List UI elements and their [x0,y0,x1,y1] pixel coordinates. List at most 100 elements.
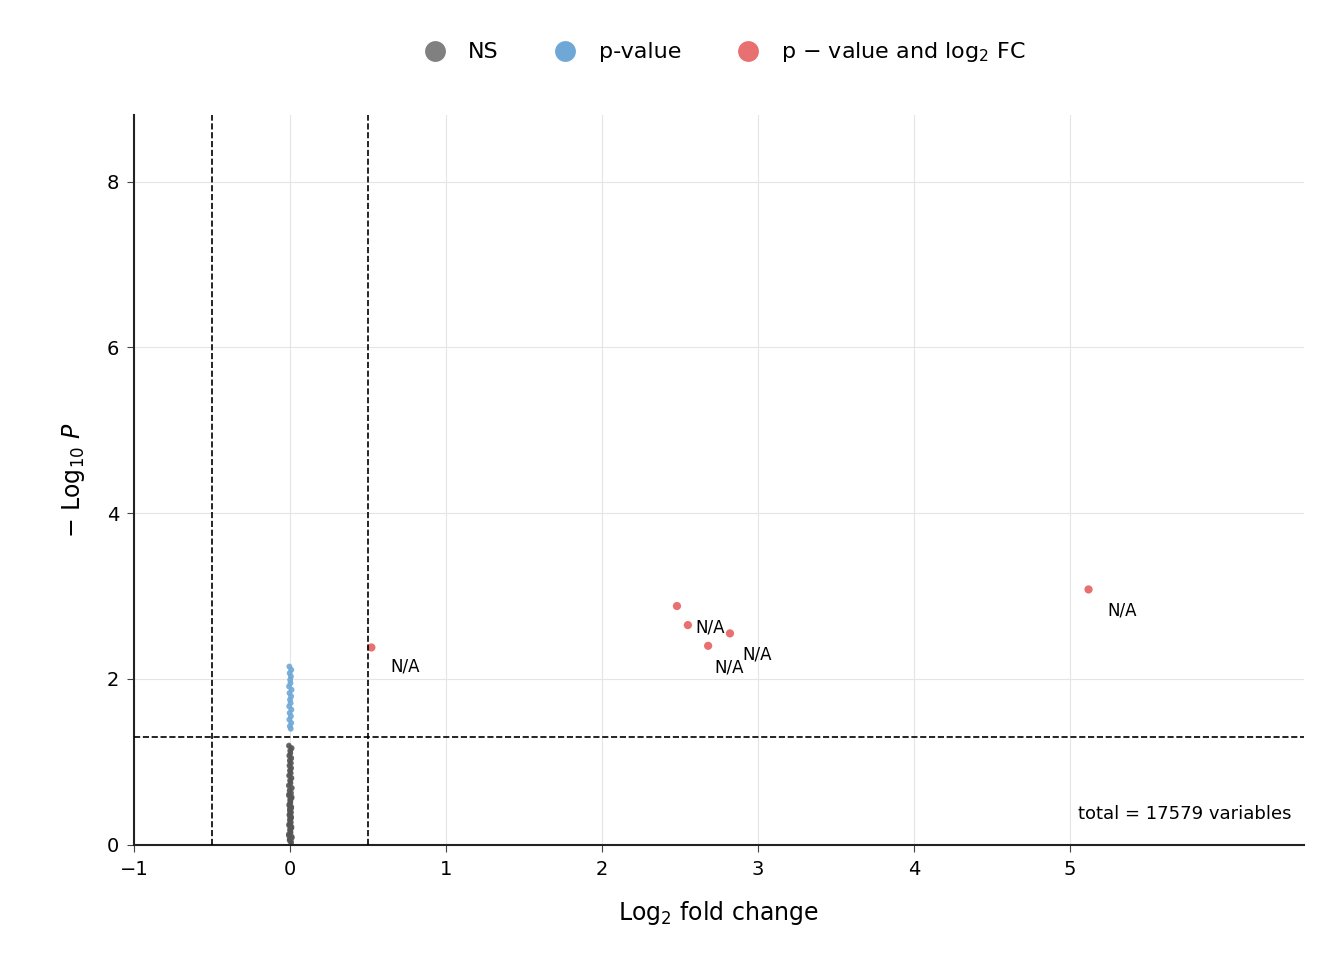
Point [280,805,301,821]
Point [281,820,302,835]
Point [280,804,301,819]
Text: total = 17579 variables: total = 17579 variables [1078,804,1292,823]
Point [278,712,300,728]
Text: N/A: N/A [742,646,771,663]
Point [280,822,301,837]
Point [281,821,302,836]
Point [280,745,301,760]
Point [278,768,300,783]
Point [278,779,300,794]
Point [280,802,301,817]
Point [278,737,300,753]
Point [280,804,301,820]
Point [280,792,301,807]
Point [281,750,302,765]
Point [278,806,300,822]
Point [280,812,301,828]
Point [280,814,301,829]
Point [278,808,300,824]
Point [278,738,300,754]
Point [278,782,300,798]
Point [281,810,302,826]
Point [281,741,302,756]
Point [281,828,302,844]
Point [280,695,301,710]
Point [281,834,302,850]
Point [281,780,302,795]
Point [280,756,301,771]
Point [278,807,300,823]
Point [281,770,302,785]
Point [281,740,302,756]
Point [280,795,301,810]
Point [280,815,301,830]
Point [280,773,301,788]
Point [278,831,300,847]
Point [278,833,300,849]
Point [280,775,301,790]
Point [280,746,301,761]
Point [280,718,301,734]
Point [280,665,301,681]
Point [278,798,300,813]
Point [280,762,301,778]
Point [281,829,302,845]
Point [719,626,741,641]
Point [281,688,302,704]
Point [280,816,301,831]
Point [281,682,302,697]
Point [360,639,382,655]
Point [278,828,300,844]
Point [280,755,301,770]
Point [278,788,300,804]
Point [677,617,699,633]
Point [281,835,302,851]
Text: N/A: N/A [1107,602,1137,620]
Text: N/A: N/A [390,658,419,676]
Point [281,789,302,804]
Point [278,798,300,813]
Point [280,754,301,769]
Point [281,760,302,776]
Point [278,818,300,833]
Point [278,828,300,843]
Point [278,679,300,694]
Point [280,796,301,811]
Point [281,799,302,814]
Point [281,800,302,815]
Point [278,757,300,773]
Point [281,785,302,801]
Point [1078,582,1099,597]
Point [280,824,301,839]
Point [278,758,300,774]
Point [698,638,719,654]
Point [281,761,302,777]
Point [281,810,302,826]
Point [280,803,301,818]
Point [278,685,300,701]
Point [278,786,300,802]
Point [280,825,301,840]
X-axis label: Log$_2$ fold change: Log$_2$ fold change [618,899,820,926]
Text: N/A: N/A [696,618,726,636]
Point [280,676,301,691]
Point [280,706,301,721]
Point [278,816,300,831]
Text: N/A: N/A [715,659,743,676]
Point [278,749,300,764]
Point [281,771,302,786]
Point [280,669,301,684]
Point [281,715,302,731]
Point [281,785,302,801]
Point [278,699,300,714]
Point [281,751,302,766]
Point [281,801,302,816]
Point [280,743,301,758]
Point [280,791,301,806]
Y-axis label: $-$ Log$_{10}$ $P$: $-$ Log$_{10}$ $P$ [60,422,87,538]
Point [281,834,302,850]
Point [281,791,302,806]
Point [281,662,302,678]
Point [280,774,301,789]
Point [280,822,301,837]
